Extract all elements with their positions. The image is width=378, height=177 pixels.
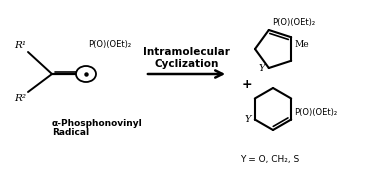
Text: Y: Y [258,64,265,73]
Text: R¹: R¹ [14,41,26,50]
Text: Radical: Radical [52,128,89,137]
Text: Y = O, CH₂, S: Y = O, CH₂, S [240,155,300,164]
Text: R²: R² [14,94,26,103]
Text: P(O)(OEt)₂: P(O)(OEt)₂ [272,18,315,27]
Text: Y: Y [244,115,251,124]
Ellipse shape [76,66,96,82]
Text: P(O)(OEt)₂: P(O)(OEt)₂ [88,40,131,49]
Text: P(O)(OEt)₂: P(O)(OEt)₂ [294,107,337,116]
Text: α-Phosphonovinyl: α-Phosphonovinyl [52,119,143,128]
Text: Me: Me [294,40,309,49]
Text: Intramolecular
Cyclization: Intramolecular Cyclization [143,47,230,69]
Text: +: + [242,78,252,90]
